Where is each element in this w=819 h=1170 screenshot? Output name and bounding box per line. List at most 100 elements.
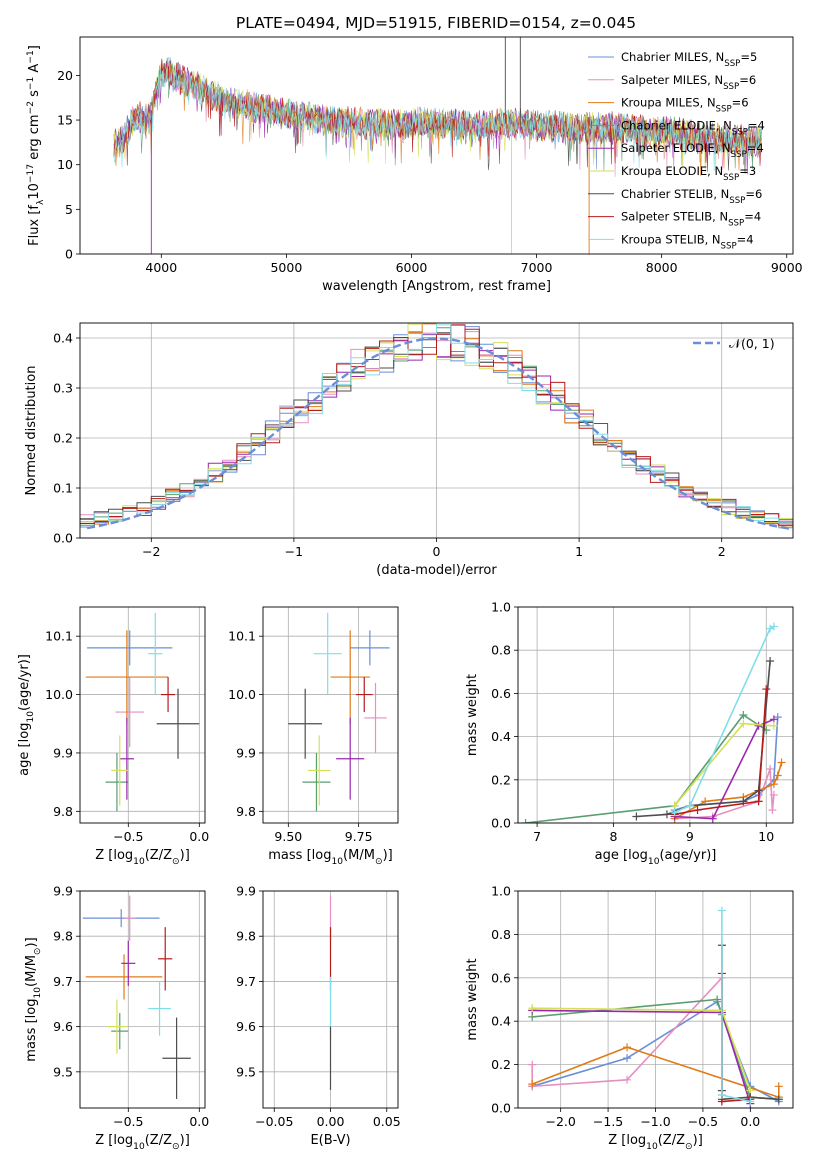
y-axis-label: mass weight — [465, 958, 480, 1040]
panel-weight_vs_Z: −2.0 −1.5 −1.0 −0.5 0.0 0.0 0.2 0.4 0.6 0.8 1.0 Z [… — [465, 884, 794, 1152]
y-tick-label: 0.0 — [491, 816, 511, 831]
weight-marker — [717, 1090, 726, 1099]
y-tick-label: 0.1 — [53, 481, 73, 496]
spectrum-line — [113, 64, 762, 173]
legend-label: Kroupa STELIB, NSSP=4 — [621, 232, 754, 251]
legend-label-part: Chabrier ELODIE, N — [621, 118, 732, 132]
y-axis-label-part: (M/M — [24, 955, 39, 987]
y-axis-label: mass [log10(M/M⊙)] — [24, 937, 43, 1061]
x-tick-label: 0 — [433, 544, 441, 559]
x-tick-label: 2 — [718, 544, 726, 559]
plot-area-mass_vs_Z — [82, 895, 191, 1099]
panel-age_vs_Z: −0.5 0.09.89.910.010.1Z [log10(Z/Z⊙)]age … — [17, 606, 209, 867]
weight-marker — [769, 721, 778, 730]
y-tick-label: 9.9 — [53, 884, 73, 899]
legend-label: Salpeter MILES, NSSP=6 — [621, 73, 756, 92]
x-tick-label: −1.5 — [593, 1114, 623, 1129]
x-tick-label: 9.75 — [345, 829, 373, 844]
x-axis-label-part: 10 — [133, 857, 145, 867]
x-axis-label-part: 10 — [331, 857, 343, 867]
y-tick-label: 0.4 — [491, 1014, 511, 1029]
legend-label-part: =6 — [739, 73, 756, 87]
x-tick-label: −2.0 — [545, 1114, 575, 1129]
weight-line — [674, 718, 775, 820]
x-axis-label: mass [log10(M/M⊙)] — [268, 848, 392, 867]
legend-label-sub: SSP — [731, 150, 747, 160]
y-axis-label: age [log10(age/yr)] — [17, 654, 36, 776]
panel-age_vs_mass: 9.50 9.75 9.8 9.9 10.0 10.1 mass [log10(M/M⊙)] — [228, 606, 399, 867]
plot-area-weight_vs_Z — [528, 906, 783, 1108]
weight-marker — [739, 711, 748, 719]
x-tick-label: 4000 — [145, 260, 177, 275]
weight-marker — [623, 1075, 632, 1084]
y-axis-label-part: −2 — [26, 101, 36, 114]
legend-label-part: =3 — [739, 164, 756, 178]
x-tick-label: 9.50 — [274, 829, 302, 844]
weight-line — [636, 660, 771, 818]
weight-marker — [528, 1060, 537, 1069]
y-tick-label: 9.9 — [53, 745, 73, 760]
y-axis-label-part: 10 — [33, 987, 43, 999]
x-tick-label: 8000 — [646, 260, 678, 275]
y-axis-label-part: −17 — [26, 164, 36, 183]
y-axis-label-part: Flux [f — [27, 205, 42, 246]
x-axis-label-part: )] — [693, 1133, 703, 1148]
y-tick-label: 9.9 — [236, 884, 256, 899]
axes-frame — [262, 890, 399, 1109]
plot-area-age_vs_Z — [85, 612, 200, 812]
y-tick-label: 15 — [57, 113, 73, 128]
y-tick-label: 9.5 — [236, 1064, 256, 1079]
axes-frame — [517, 606, 794, 824]
weight-marker — [717, 906, 726, 915]
legend-label-part: Kroupa MILES, N — [621, 96, 716, 110]
plot-area-spectrum — [113, 37, 762, 254]
weight-marker — [662, 810, 671, 819]
axes-frame — [79, 36, 794, 255]
x-axis-label-part: ⊙ — [172, 1142, 180, 1152]
x-tick-label: 10 — [758, 829, 774, 844]
legend-label-part: =4 — [737, 232, 754, 246]
legend-label: Chabrier MILES, NSSP=5 — [621, 50, 757, 69]
legend-label-sub: SSP — [724, 59, 740, 69]
legend-label-sub: SSP — [716, 105, 732, 115]
x-axis-label: E(B-V) — [310, 1133, 350, 1148]
x-axis-label-part: (Z/Z — [145, 848, 172, 863]
x-axis-label: Z [log10(Z/Z⊙)] — [95, 848, 190, 867]
y-axis-label-part: 10 — [27, 183, 42, 200]
legend-label: Salpeter STELIB, NSSP=4 — [621, 210, 761, 229]
x-tick-label: 9000 — [771, 260, 803, 275]
y-axis-label: Normed distribution — [24, 366, 39, 496]
legend-label-part: Salpeter MILES, N — [621, 73, 723, 87]
y-tick-label: 0.6 — [491, 686, 511, 701]
x-axis-label: age [log10(age/yr)] — [595, 848, 717, 867]
y-tick-label: 10 — [57, 157, 73, 172]
x-tick-label: −1.0 — [640, 1114, 670, 1129]
weight-line — [674, 689, 768, 816]
y-tick-label: 0.2 — [491, 772, 511, 787]
legend-label-sub: SSP — [732, 127, 748, 137]
legend-label-sub: SSP — [721, 241, 737, 251]
x-tick-label: 7 — [533, 829, 541, 844]
x-axis-label-part: Z [log — [95, 1133, 133, 1148]
weight-marker — [773, 771, 782, 780]
x-axis-label-part: mass [log — [268, 848, 331, 863]
x-tick-label: −0.05 — [255, 1114, 293, 1129]
weight-marker — [774, 1095, 783, 1104]
weight-marker — [768, 806, 777, 815]
y-tick-label: 1.0 — [491, 600, 511, 615]
weight-line — [531, 1046, 780, 1099]
weight-marker — [693, 806, 702, 815]
plot-area-age_vs_mass — [288, 612, 390, 812]
x-tick-label: −0.5 — [688, 1114, 718, 1129]
x-axis-label-part: )] — [180, 848, 190, 863]
y-axis-label-part: A — [27, 64, 42, 77]
gaussian-curve — [86, 337, 793, 531]
legend-label-part: =5 — [740, 50, 757, 64]
x-axis-label-part: (M/M — [343, 848, 375, 863]
legend-label-sub: SSP — [728, 219, 744, 229]
y-tick-label: 9.6 — [53, 1019, 73, 1034]
legend-label-sub: SSP — [723, 82, 739, 92]
weight-marker — [685, 801, 694, 810]
